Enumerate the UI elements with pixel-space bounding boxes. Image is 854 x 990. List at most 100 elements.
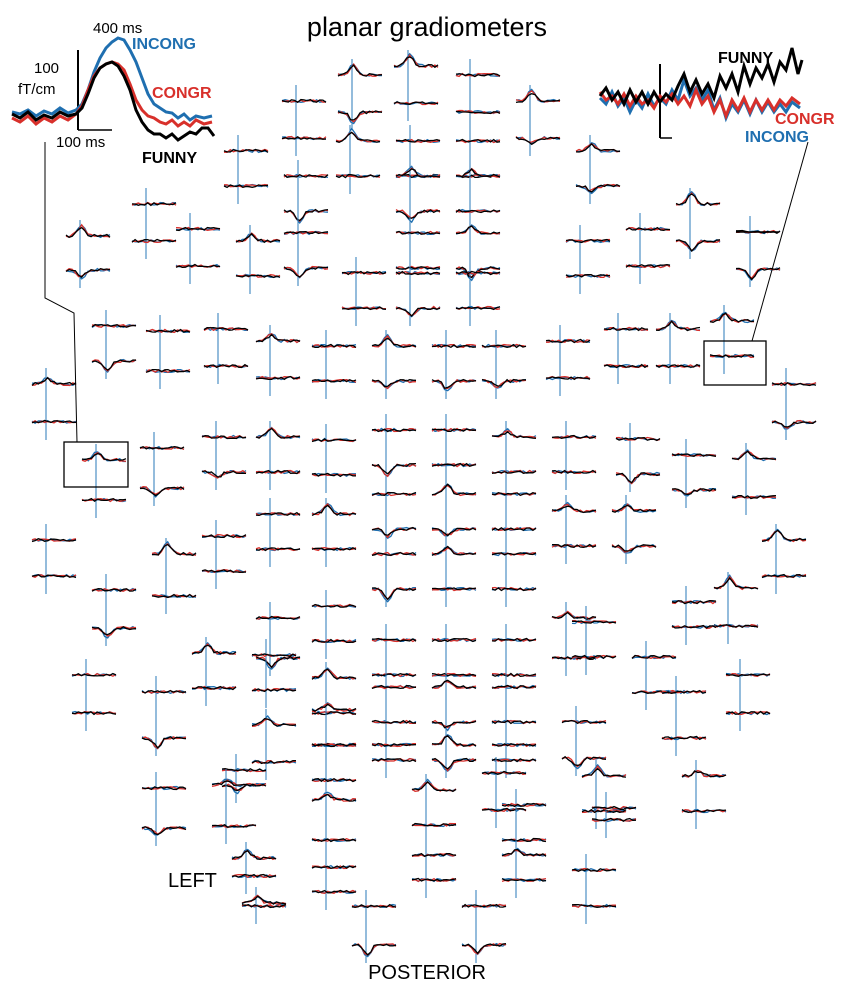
sensor-trace: [501, 878, 547, 882]
sensor-trace: [201, 534, 247, 539]
sensor-trace: [713, 624, 759, 629]
sensor-trace: [545, 338, 591, 344]
sensor-trace: [661, 689, 707, 694]
sensor-trace: [311, 743, 357, 748]
left-inset-incong-label: INCONG: [132, 36, 196, 53]
sensor-trace: [731, 495, 777, 500]
right-highlight-box: [703, 340, 767, 386]
sensor-trace: [311, 793, 357, 802]
sensor-trace: [431, 344, 477, 349]
sensor-trace: [681, 770, 727, 778]
sensor-trace: [395, 209, 441, 219]
sensor-trace: [337, 64, 383, 77]
sensor-trace: [575, 183, 621, 193]
sensor-trace: [393, 56, 439, 69]
sensor-trace: [131, 201, 177, 207]
sensor-trace: [145, 328, 191, 333]
sensor-trace: [371, 337, 417, 348]
sensor-trace: [145, 368, 191, 373]
sensor-trace: [311, 472, 356, 478]
sensor-trace: [255, 427, 301, 439]
sensor-trace: [395, 306, 441, 317]
sensor-trace: [761, 529, 807, 542]
sensor-trace: [655, 363, 701, 369]
sensor-trace: [551, 505, 597, 514]
sensor-trace: [91, 626, 137, 636]
sensor-trace: [31, 537, 77, 543]
sensor-trace: [395, 168, 441, 178]
sensor-trace: [431, 483, 477, 496]
sensor-trace: [255, 547, 301, 552]
sensor-trace: [491, 637, 537, 642]
sensor-trace: [761, 573, 807, 579]
sensor-trace: [283, 230, 329, 235]
sensor-trace: [625, 226, 671, 231]
sensor-trace: [395, 270, 441, 276]
sensor-trace: [311, 703, 357, 712]
sensor-trace: [491, 526, 537, 532]
sensor-trace: [431, 378, 477, 389]
right-inset-incong-label: INCONG: [745, 129, 809, 146]
sensor-trace: [152, 543, 197, 557]
sensor-trace: [675, 193, 721, 206]
sensor-trace: [371, 428, 417, 433]
sensor-trace: [255, 375, 301, 381]
sensor-trace: [236, 274, 281, 278]
sensor-trace: [395, 230, 441, 235]
sensor-trace: [65, 268, 111, 278]
sensor-trace: [91, 323, 137, 328]
sensor-trace: [551, 611, 597, 621]
left-inset-time-marker: 400 ms: [93, 20, 143, 37]
sensor-trace: [455, 225, 501, 235]
sensor-trace: [411, 877, 457, 882]
sensor-trace: [337, 110, 383, 121]
sensor-trace: [431, 527, 477, 537]
sensor-trace: [615, 437, 661, 442]
right-inset-waveforms: [598, 47, 804, 139]
sensor-trace: [431, 757, 477, 770]
sensor-trace: [203, 326, 249, 331]
sensor-trace: [71, 710, 117, 716]
sensor-trace: [139, 486, 185, 497]
sensor-trace: [611, 504, 657, 513]
sensor-trace: [231, 849, 277, 860]
sensor-trace: [371, 587, 417, 601]
sensor-trace: [501, 848, 547, 857]
sensor-trace: [251, 688, 297, 693]
sensor-trace: [139, 445, 185, 450]
sensor-trace: [431, 719, 477, 729]
sensor-trace: [431, 720, 477, 729]
sensor-trace: [603, 363, 649, 369]
sensor-trace: [141, 786, 187, 791]
sensor-trace: [731, 494, 777, 500]
sensor-trace: [571, 620, 617, 624]
sensor-trace: [311, 343, 357, 349]
sensor-trace: [71, 672, 117, 677]
sensor-trace: [431, 734, 477, 747]
sensor-trace: [141, 689, 187, 694]
sensor-trace: [175, 226, 221, 232]
sensor-trace: [235, 274, 281, 279]
right-inset-congr-trace: [598, 85, 801, 121]
sensor-trace: [241, 895, 287, 905]
sensor-trace: [515, 136, 561, 146]
sensor-trace: [231, 873, 277, 879]
sensor-trace: [603, 326, 648, 332]
sensor-trace: [411, 780, 457, 793]
sensor-trace: [631, 690, 677, 695]
left-inset-funny-trace: [11, 60, 216, 142]
sensor-trace: [201, 470, 247, 478]
sensor-trace: [141, 826, 187, 836]
sensor-trace: [681, 809, 727, 813]
sensor-trace: [491, 430, 537, 440]
sensor-trace: [725, 673, 771, 677]
sensor-trace: [211, 824, 257, 828]
sensor-trace: [455, 208, 501, 214]
sensor-trace: [371, 427, 417, 433]
sensor-trace: [491, 758, 537, 763]
right-inset-funny-trace: [598, 47, 804, 108]
sensor-trace: [565, 238, 611, 244]
sensor-trace: [311, 838, 357, 843]
sensor-trace: [371, 758, 417, 763]
sensor-trace: [625, 263, 671, 268]
